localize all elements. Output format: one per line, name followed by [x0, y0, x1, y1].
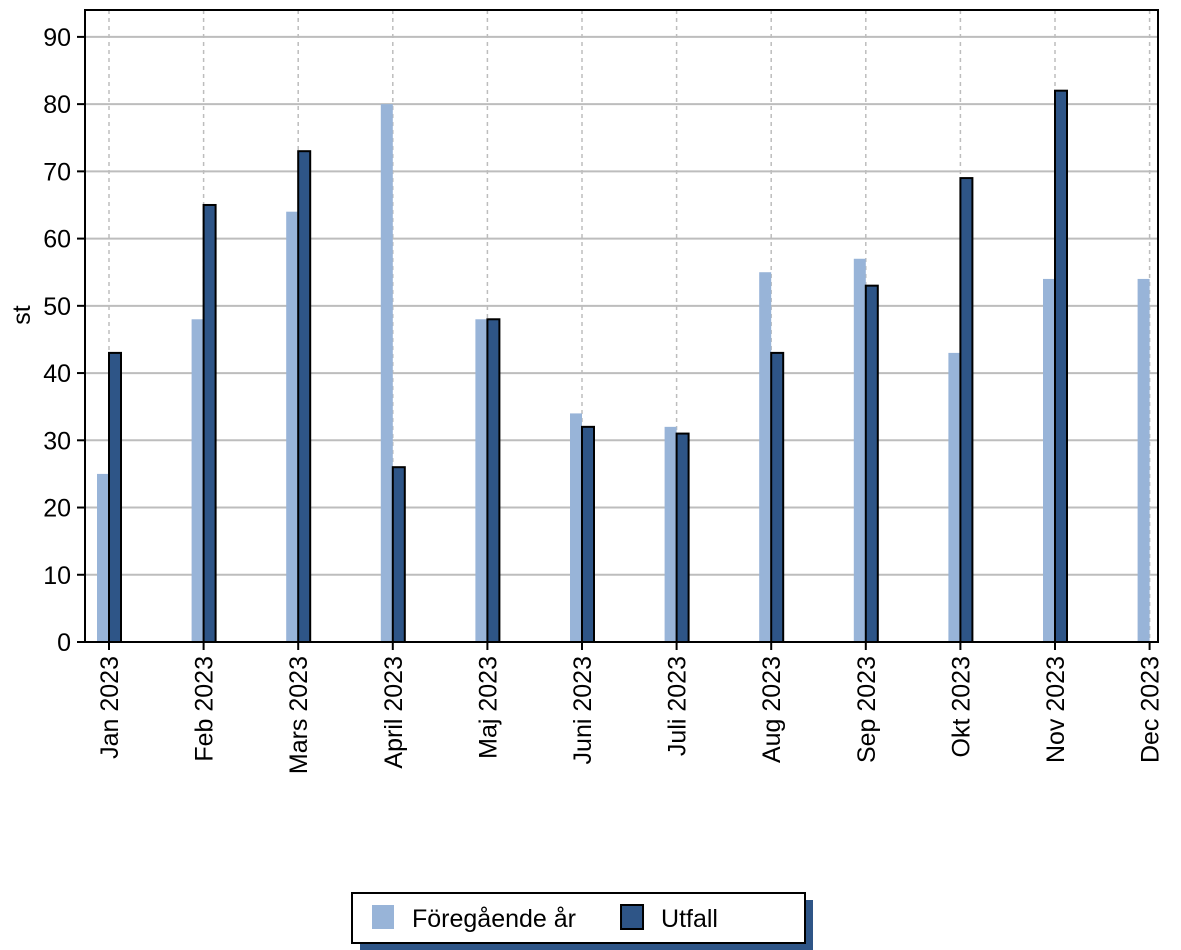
- x-tick-label: Juli 2023: [664, 656, 692, 756]
- x-tick-label: Dec 2023: [1137, 656, 1165, 763]
- bar: [1054, 89, 1068, 644]
- bar: [202, 203, 217, 643]
- y-tick-label: 70: [43, 158, 71, 186]
- bar: [1043, 278, 1055, 642]
- y-tick-label: 60: [43, 226, 71, 254]
- x-tick-label: Aug 2023: [758, 656, 786, 763]
- bar: [380, 104, 393, 642]
- x-tick-label: April 2023: [380, 656, 408, 769]
- bar: [97, 473, 109, 642]
- x-tick-label: Juni 2023: [569, 656, 597, 764]
- legend-box: [351, 892, 806, 944]
- bar: [475, 319, 488, 642]
- y-tick-label: 30: [43, 427, 71, 455]
- legend-swatch: [620, 904, 645, 930]
- y-tick-label: 80: [43, 91, 71, 119]
- bar: [853, 258, 866, 642]
- bar: [391, 466, 406, 644]
- plot-frame: [84, 9, 1159, 643]
- bar: [675, 432, 690, 643]
- x-tick-label: Maj 2023: [474, 656, 502, 759]
- bar: [581, 425, 595, 644]
- x-tick-label: Feb 2023: [191, 656, 219, 762]
- bar: [486, 318, 501, 643]
- bar: [759, 272, 772, 642]
- bar: [191, 319, 204, 642]
- x-tick-label: Nov 2023: [1042, 656, 1070, 763]
- bar: [286, 211, 299, 642]
- bar: [297, 150, 312, 643]
- x-tick-label: Okt 2023: [947, 656, 975, 757]
- bar: [864, 284, 879, 643]
- y-tick-label: 50: [43, 293, 71, 321]
- bar: [948, 352, 961, 642]
- legend-label: Utfall: [661, 905, 718, 933]
- y-tick-label: 40: [43, 360, 71, 388]
- y-tick-label: 90: [43, 24, 71, 52]
- plot-background: [85, 10, 1158, 642]
- bar: [108, 351, 122, 643]
- y-axis-label: st: [8, 305, 36, 325]
- x-tick-label: Jan 2023: [96, 656, 124, 759]
- x-tick-label: Sep 2023: [853, 656, 881, 763]
- bar: [570, 413, 582, 642]
- x-tick-label: Mars 2023: [285, 656, 313, 774]
- y-tick-label: 0: [57, 629, 71, 657]
- y-tick-label: 20: [43, 495, 71, 523]
- legend-swatch: [372, 905, 394, 929]
- y-tick-label: 10: [43, 562, 71, 590]
- bar: [770, 351, 785, 643]
- bar: [664, 426, 677, 642]
- legend-label: Föregående år: [412, 905, 576, 933]
- bar: [959, 177, 974, 643]
- bar: [1137, 278, 1150, 642]
